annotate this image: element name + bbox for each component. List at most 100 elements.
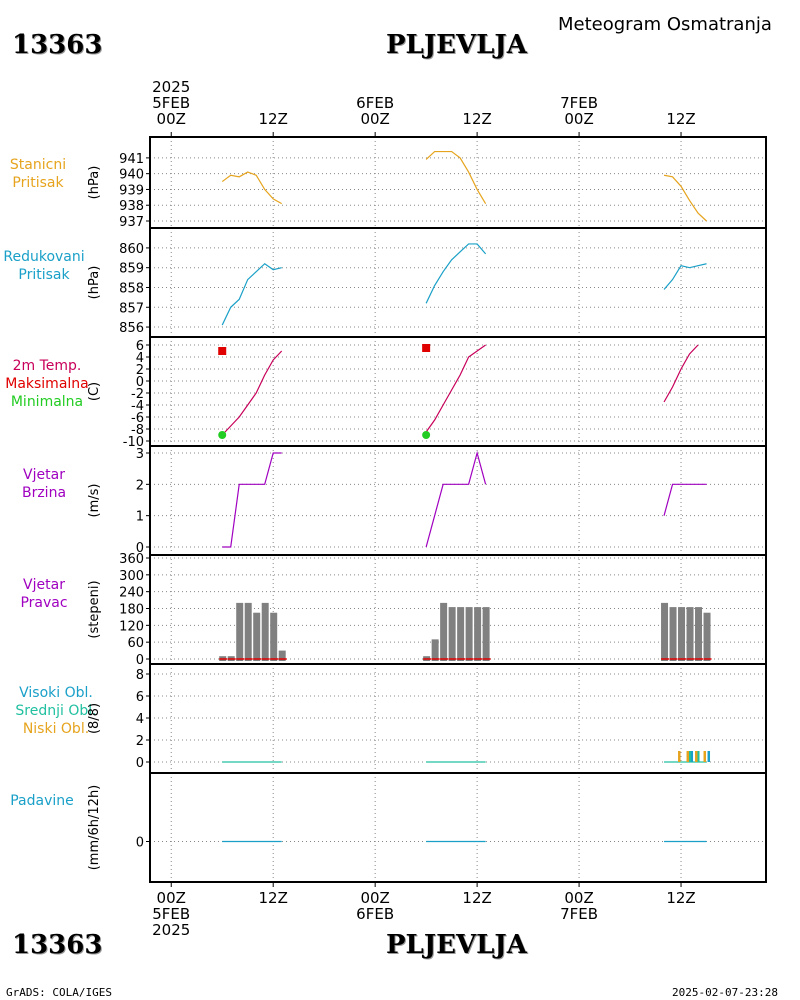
wind-dir-bar xyxy=(465,607,473,661)
tick-label: 856 xyxy=(119,321,144,336)
tick-label: 1 xyxy=(136,510,144,525)
time-label-line1: 12Z xyxy=(462,889,492,907)
time-label: 12Z xyxy=(233,79,313,127)
tick-label: 941 xyxy=(119,152,144,167)
panel-wind_speed: 3 2 1 0 (m/s) xyxy=(87,445,767,556)
time-label-line2: 6FEB xyxy=(356,905,395,923)
tick-label: 2 xyxy=(136,363,144,378)
wind-dir-bar xyxy=(270,612,278,661)
time-label-line2 xyxy=(641,906,721,922)
time-label: 12Z xyxy=(437,79,517,127)
unit-label: (8/8) xyxy=(87,703,102,734)
time-label-line1: 2025 xyxy=(152,78,191,96)
max-temp-marker xyxy=(218,347,227,355)
time-label-line3 xyxy=(233,922,313,938)
footer-left: GrADS: COLA/IGES xyxy=(6,986,112,999)
tick-label: 240 xyxy=(119,586,144,601)
time-label: 7FEB 00Z xyxy=(539,79,619,127)
tick-label: -8 xyxy=(131,423,144,438)
tick-label: 859 xyxy=(119,262,144,277)
series-line-station_pressure xyxy=(663,174,707,222)
series-line-temperature xyxy=(663,344,699,403)
panel-frame xyxy=(149,772,767,883)
tick-label: 300 xyxy=(119,569,144,584)
cloud-bar xyxy=(695,751,698,762)
min-temp-marker xyxy=(218,431,227,439)
label-temperature: 2m Temp. Maksimalna Minimalna xyxy=(0,357,94,411)
label-clouds: Visoki Obl. Srednji Obl. Niski Obl. xyxy=(0,684,112,738)
wind-dir-bar xyxy=(686,607,694,661)
wind-dir-bar xyxy=(482,607,490,661)
label-wind-speed-2: Brzina xyxy=(21,485,67,501)
label-temperature-3: Minimalna xyxy=(10,394,84,410)
time-label: 00Z 7FEB xyxy=(539,890,619,938)
tick-label: 0 xyxy=(136,375,144,390)
label-wind-dir-2: Pravac xyxy=(20,595,68,611)
label-reduced-pressure: Redukovani Pritisak xyxy=(0,248,88,284)
wind-dir-bar xyxy=(474,607,482,661)
min-temp-marker xyxy=(422,431,431,439)
tick-label: 8 xyxy=(136,668,144,683)
meteogram-title: Meteogram Osmatranja xyxy=(558,14,772,35)
label-wind-speed-1: Vjetar xyxy=(23,467,65,483)
tick-label: 6 xyxy=(136,690,144,705)
time-label-line2: 7FEB xyxy=(560,905,599,923)
wind-dir-bar xyxy=(253,612,261,661)
time-label: 12Z xyxy=(437,890,517,938)
time-label-line1: 00Z xyxy=(156,889,186,907)
label-station-pressure-2: Pritisak xyxy=(12,175,64,191)
panel-frame xyxy=(149,336,767,447)
series-line-temperature xyxy=(221,350,283,436)
unit-label: (stepeni) xyxy=(87,580,102,638)
cloud-bar xyxy=(707,751,711,762)
tick-label: -6 xyxy=(131,411,144,426)
label-temperature-2: Maksimalna xyxy=(5,376,89,392)
tick-label: 940 xyxy=(119,168,144,183)
series-line-wind_speed xyxy=(425,450,487,548)
cloud-bar xyxy=(678,751,681,762)
label-wind-dir-1: Vjetar xyxy=(23,577,65,593)
tick-label: 2 xyxy=(136,734,144,749)
time-label-line3: 12Z xyxy=(258,110,288,128)
time-label: 00Z 6FEB xyxy=(335,890,415,938)
label-clouds-3: Niski Obl. xyxy=(22,721,90,737)
time-label-line2: 5FEB xyxy=(152,905,191,923)
footer-right: 2025-02-07-23:28 xyxy=(672,986,778,999)
wind-dir-bar xyxy=(278,650,286,661)
tick-label: 937 xyxy=(119,215,144,230)
tick-label: 4 xyxy=(136,351,144,366)
label-precip: Padavine xyxy=(0,792,84,810)
panel-frame xyxy=(149,136,767,229)
time-label: 12Z xyxy=(641,890,721,938)
tick-label: -4 xyxy=(131,399,144,414)
unit-label: (hPa) xyxy=(87,166,102,200)
wind-dir-bar xyxy=(244,602,252,661)
wind-dir-bar xyxy=(678,607,686,661)
label-wind-speed: Vjetar Brzina xyxy=(0,466,88,502)
station-name-bottom: PLJEVLJA xyxy=(386,930,527,960)
series-line-reduced_pressure xyxy=(663,263,707,290)
station-id-bottom: 13363 xyxy=(12,930,103,960)
series-line-wind_speed xyxy=(663,483,707,516)
tick-label: 2 xyxy=(136,478,144,493)
wind-dir-bar xyxy=(236,602,244,661)
series-line-temperature xyxy=(425,344,486,433)
tick-label: 180 xyxy=(119,603,144,618)
wind-dir-bar xyxy=(703,612,711,661)
unit-label: (m/s) xyxy=(87,484,102,518)
tick-label: 0 xyxy=(136,541,144,556)
tick-label: 860 xyxy=(119,242,144,257)
tick-label: 60 xyxy=(127,636,144,651)
tick-label: -2 xyxy=(131,387,144,402)
cloud-bar xyxy=(686,751,690,762)
series-line-station_pressure xyxy=(425,150,487,204)
cloud-bar xyxy=(697,751,700,762)
tick-label: 0 xyxy=(136,756,144,771)
tick-label: 360 xyxy=(119,552,144,567)
wind-dir-bar xyxy=(661,602,669,661)
label-station-pressure-1: Stanicni xyxy=(9,157,67,173)
wind-dir-bar xyxy=(457,607,465,661)
